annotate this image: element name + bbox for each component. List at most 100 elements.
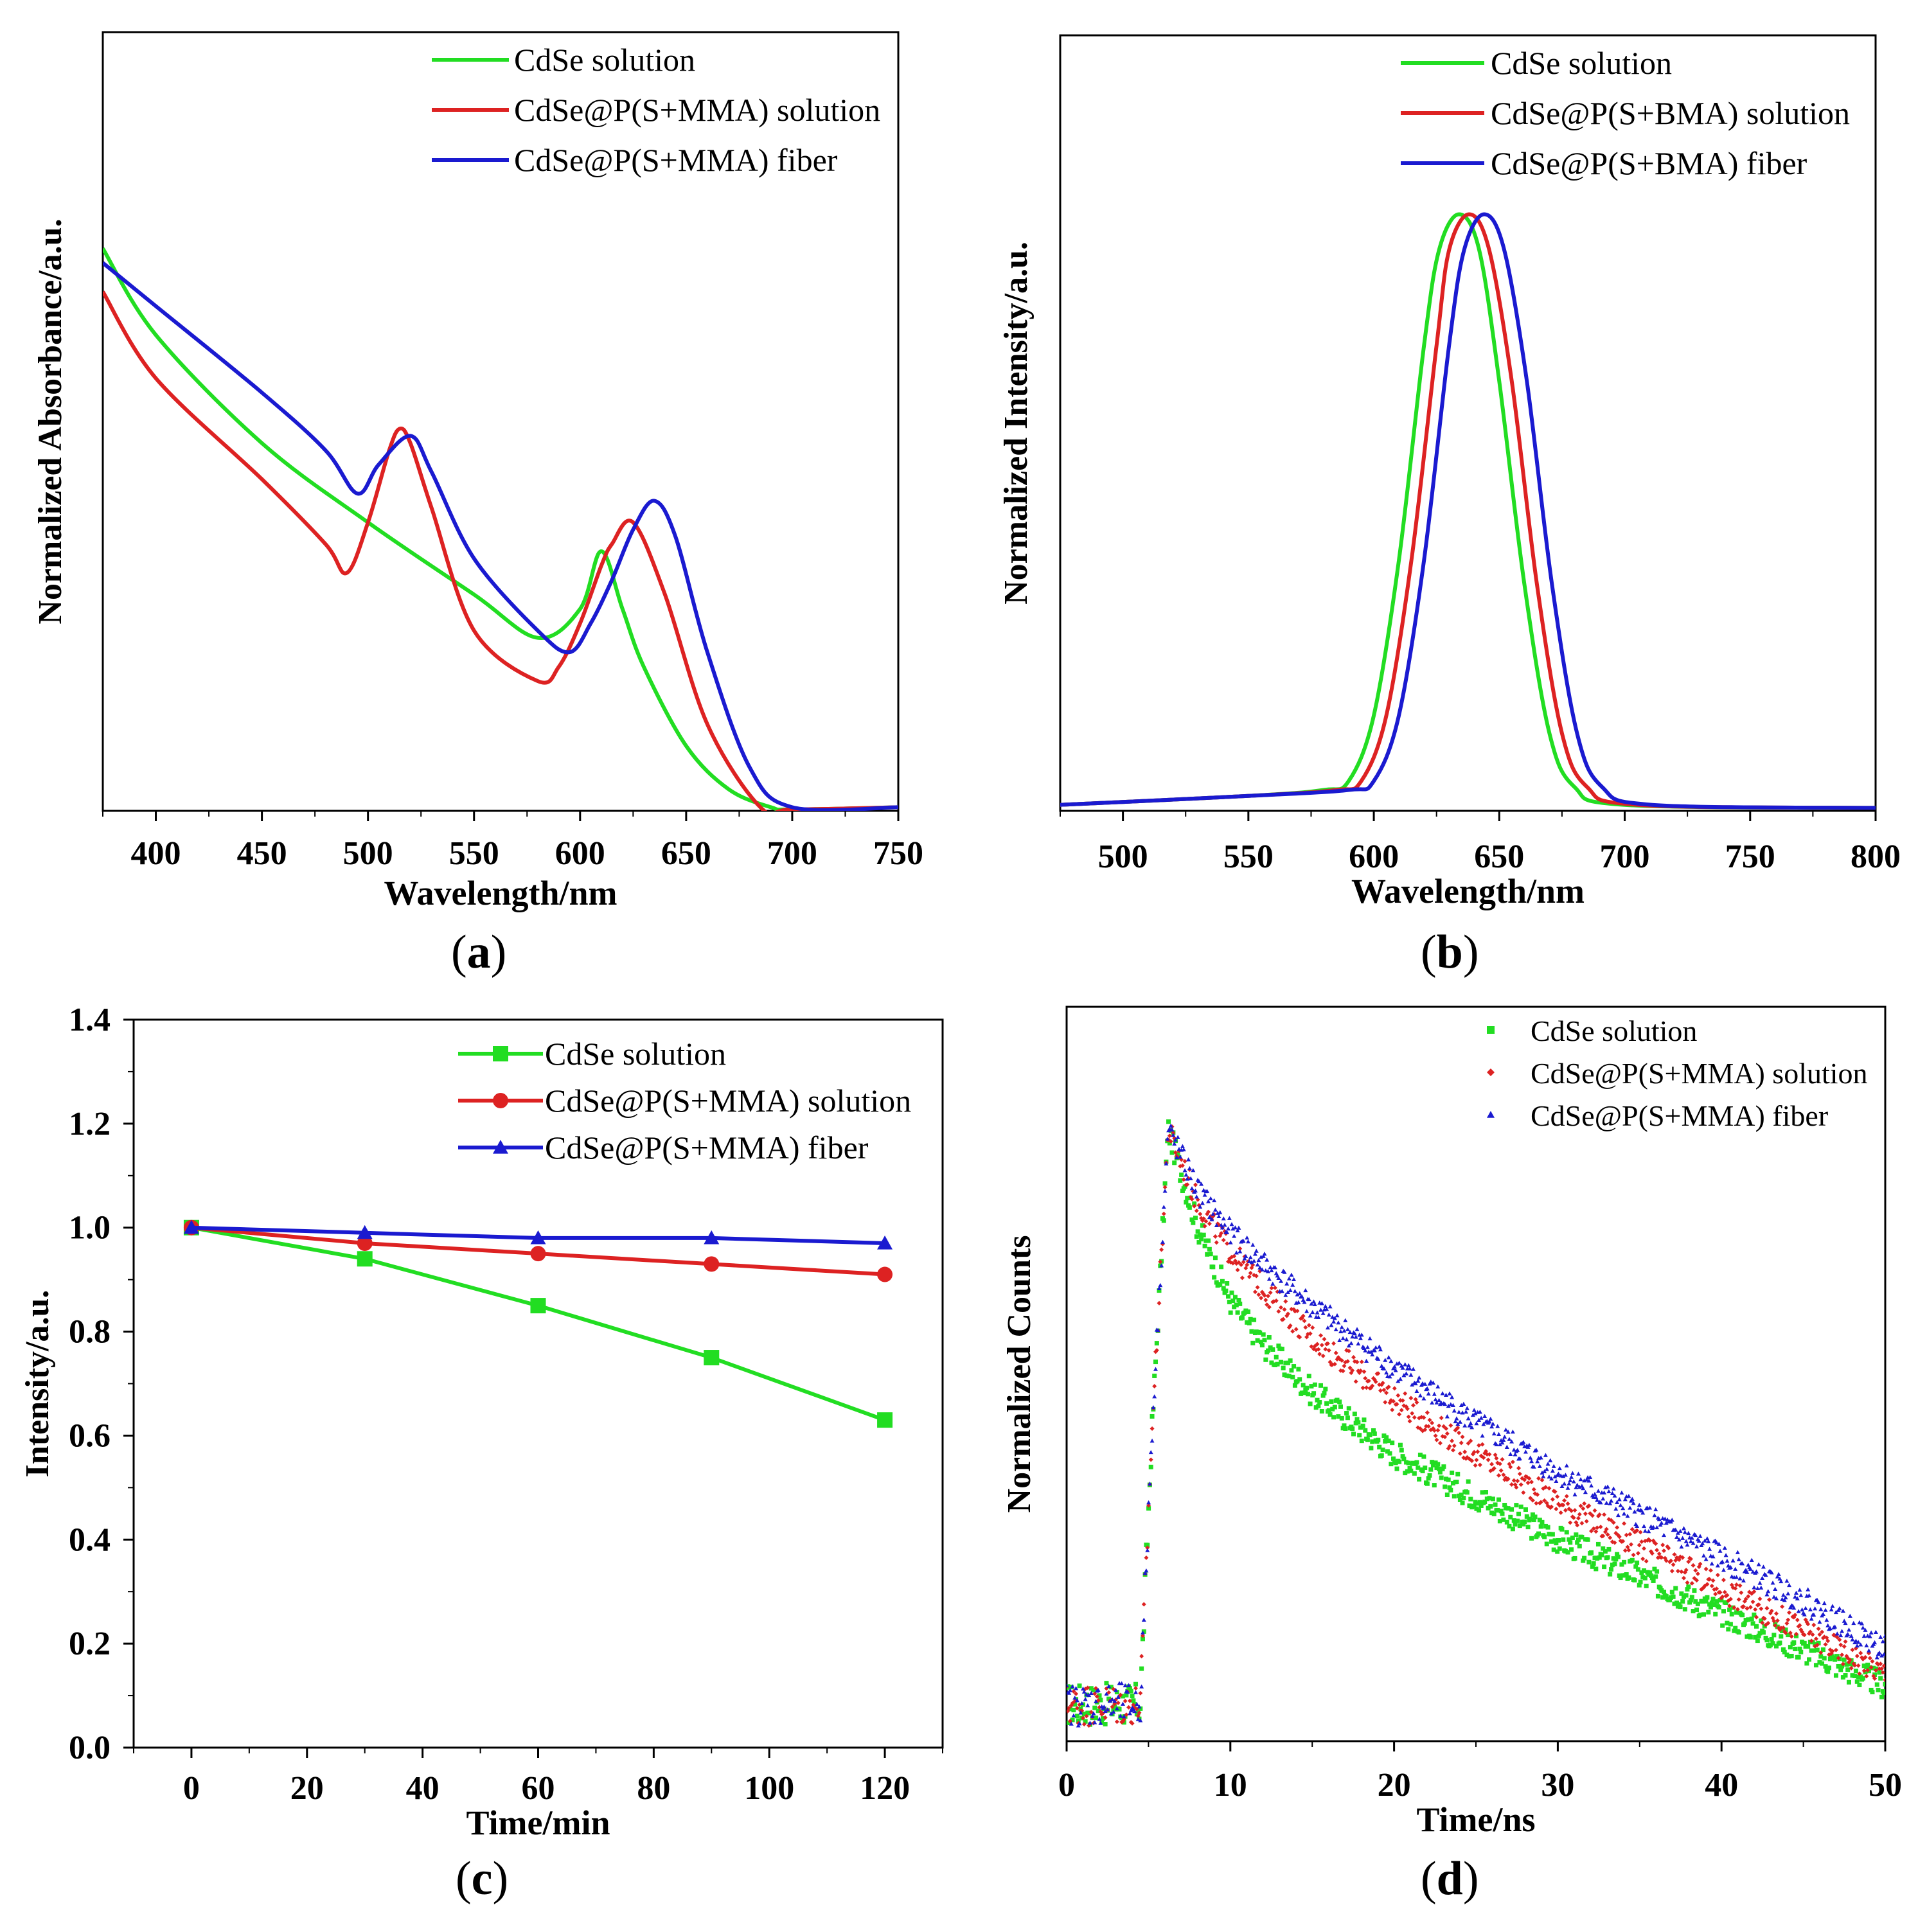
series-2-point [1531, 1487, 1536, 1492]
series-1-point [1346, 1406, 1351, 1411]
series-1-point [1316, 1403, 1321, 1408]
series-2-point [1718, 1590, 1723, 1595]
series-1-point [1721, 1609, 1726, 1614]
series-3-point [1467, 1423, 1472, 1428]
series-1-point [1387, 1451, 1392, 1456]
series-2-point [1323, 1347, 1328, 1352]
series-2-point [1810, 1632, 1815, 1637]
series-2-point [1316, 1347, 1321, 1352]
series-1-point [1853, 1669, 1858, 1674]
series-1-point [1131, 1698, 1136, 1703]
series-2-point [1562, 1498, 1567, 1503]
series-3-point [1622, 1497, 1628, 1502]
series-1-point [1555, 1549, 1560, 1554]
series-3-point [1656, 1517, 1662, 1521]
series-2-point [1432, 1428, 1437, 1433]
series-3-point [1867, 1634, 1872, 1638]
series-2-point [1514, 1485, 1519, 1490]
series-3-point [1556, 1471, 1561, 1476]
series-1-point [1807, 1640, 1813, 1645]
series-1-point [1305, 1392, 1310, 1397]
series-2-point [1114, 1719, 1119, 1724]
series-3-point [1460, 1410, 1465, 1415]
series-1-point [1196, 1240, 1202, 1245]
series-2-point [1735, 1607, 1740, 1612]
series-1-point [1357, 1433, 1362, 1438]
series-1-point [1454, 1480, 1459, 1485]
series-3-point [1725, 1558, 1730, 1563]
series-2-point [1584, 1519, 1589, 1524]
series-1-point [1537, 1518, 1542, 1523]
series-1-point [1640, 1575, 1646, 1580]
series-3-point [1181, 1147, 1186, 1151]
series-1-point [1609, 1567, 1614, 1572]
series-3-point [1541, 1474, 1546, 1478]
series-1-point [1452, 1494, 1457, 1499]
series-2-point [1863, 1654, 1868, 1660]
series-3-point [1417, 1375, 1422, 1380]
series-2-point [1498, 1468, 1504, 1473]
series-1-point [1262, 1338, 1267, 1343]
series-2-point [1354, 1360, 1360, 1365]
series-3-point [1450, 1395, 1455, 1399]
series-3-point [1806, 1587, 1811, 1591]
series-2-point [1265, 1302, 1270, 1307]
series-2-point [1148, 1457, 1153, 1462]
series-2-point [1813, 1636, 1818, 1642]
series-2-point [1423, 1427, 1428, 1432]
series-3-point [1502, 1434, 1507, 1439]
x-tick-label: 30 [1541, 1767, 1574, 1803]
series-1-point [1249, 1329, 1254, 1334]
series-1-point [1585, 1537, 1590, 1542]
series-2-point [1517, 1471, 1522, 1476]
series-1-point [1477, 1500, 1482, 1505]
series-3-point [1632, 1509, 1637, 1514]
series-2-point [1569, 1508, 1574, 1513]
series-3-point [704, 1230, 720, 1245]
series-2-point [1088, 1710, 1094, 1715]
x-tick-label: 750 [873, 835, 923, 872]
series-2-point [357, 1235, 373, 1251]
series-3-point [1235, 1228, 1240, 1232]
series-3-point [1718, 1548, 1723, 1553]
series-3-point [1604, 1500, 1609, 1505]
series-3-point [1188, 1176, 1193, 1181]
series-3-point [1722, 1545, 1727, 1550]
series-3-point [1459, 1403, 1464, 1408]
series-3-point [1686, 1530, 1691, 1536]
series-3-point [1807, 1607, 1813, 1611]
series-1-point [1138, 1706, 1143, 1711]
series-3-point [1760, 1575, 1765, 1580]
series-2-point [1698, 1561, 1703, 1566]
series-3-point [1696, 1538, 1701, 1543]
series-3-point [1228, 1240, 1233, 1245]
series-3-point [1088, 1690, 1094, 1695]
series-3-point [1628, 1505, 1633, 1510]
series-2-point [1501, 1472, 1506, 1477]
series-2-point [1592, 1508, 1597, 1513]
series-2-point [1529, 1480, 1534, 1485]
series-1-point [1524, 1514, 1529, 1519]
series-2-point [1248, 1270, 1253, 1275]
series-1-point [1408, 1468, 1414, 1473]
series-1-point [1755, 1638, 1760, 1644]
series-3-point [1087, 1692, 1092, 1697]
series-3-point [1296, 1300, 1301, 1304]
series-1-point [1420, 1469, 1425, 1474]
series-3-point [1523, 1449, 1528, 1454]
series-1-point [1752, 1612, 1757, 1617]
series-2-point [1370, 1383, 1375, 1388]
series-1-point [1410, 1460, 1416, 1466]
series-3-point [1365, 1345, 1370, 1349]
series-3-point [1822, 1600, 1827, 1606]
series-2-point [1516, 1466, 1522, 1471]
legend-label: CdSe@P(S+MMA) fiber [1531, 1099, 1828, 1132]
series-2-point [1397, 1412, 1402, 1417]
series-2-point [1754, 1615, 1759, 1620]
series-1-point [1426, 1476, 1431, 1481]
series-2-point [1583, 1511, 1588, 1516]
series-3-point [1592, 1491, 1597, 1496]
series-1-point [1635, 1567, 1640, 1572]
series-3-point [1740, 1561, 1745, 1566]
series-3-point [1540, 1470, 1545, 1475]
